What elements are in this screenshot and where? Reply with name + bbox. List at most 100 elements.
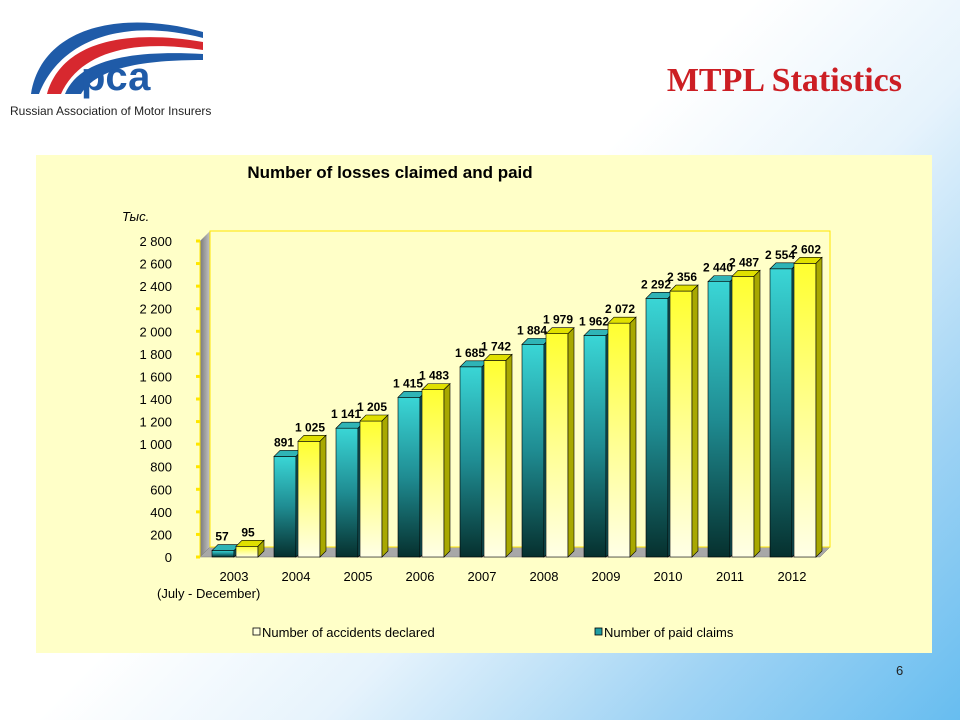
bar-paid-front — [707, 281, 731, 558]
bar-paid-front — [397, 397, 421, 558]
data-label-declared: 1 205 — [357, 400, 387, 414]
data-label-declared: 95 — [241, 525, 255, 539]
bar-declared — [235, 539, 265, 558]
bar-paid-front — [273, 456, 297, 558]
logo-arc-inner — [65, 53, 203, 94]
legend-label-declared: Number of accidents declared — [262, 625, 435, 640]
bar-declared-front — [669, 290, 693, 558]
legend-swatch-declared — [252, 627, 261, 636]
logo-arc-outer — [31, 22, 203, 94]
data-label-declared: 2 602 — [791, 242, 821, 256]
data-label-declared: 2 487 — [729, 255, 759, 269]
data-label-paid: 57 — [215, 530, 229, 544]
bar-declared — [297, 434, 327, 558]
y-tick-label: 2 400 — [139, 279, 172, 294]
y-tick-label: 2 600 — [139, 257, 172, 272]
logo-text: рса — [81, 55, 151, 99]
data-label-paid: 1 415 — [393, 376, 423, 390]
y-tick-label: 2 000 — [139, 324, 172, 339]
x-tick-label: 2009 — [592, 569, 621, 584]
bar-paid-front — [335, 427, 359, 558]
data-label-paid: 1 962 — [579, 315, 609, 329]
logo-arc-red — [47, 37, 203, 94]
bar-declared-side — [319, 434, 327, 558]
bar-declared-front — [421, 389, 445, 558]
y-tick-label: 200 — [150, 527, 172, 542]
data-label-declared: 1 483 — [419, 369, 449, 383]
data-label-paid: 1 685 — [455, 346, 485, 360]
bar-declared-side — [753, 269, 761, 558]
x-tick-label: 2007 — [468, 569, 497, 584]
bar-declared — [545, 326, 575, 558]
rsa-logo: рса — [31, 22, 203, 99]
x-tick-label: 2008 — [530, 569, 559, 584]
chart-panel: Number of losses claimed and paid Тыс. 0… — [36, 155, 932, 653]
bar-declared-side — [567, 326, 575, 558]
bar-paid-front — [211, 550, 235, 558]
bar-declared-side — [815, 256, 823, 558]
x-tick-label: 2010 — [654, 569, 683, 584]
bar-paid-front — [583, 335, 607, 558]
bar-declared-side — [381, 414, 389, 558]
x-tick-label: 2005 — [344, 569, 373, 584]
y-tick-label: 1 600 — [139, 369, 172, 384]
x-tick-label: 2004 — [282, 569, 311, 584]
bar-declared-side — [505, 353, 513, 558]
plot-frame — [209, 230, 831, 548]
logo-caption: Russian Association of Motor Insurers — [10, 104, 212, 118]
bar-declared — [607, 316, 637, 558]
data-label-paid: 891 — [274, 435, 294, 449]
data-label-paid: 1 141 — [331, 407, 361, 421]
data-label-declared: 1 025 — [295, 420, 325, 434]
data-label-declared: 2 072 — [605, 302, 635, 316]
bar-declared — [669, 284, 699, 558]
data-label-paid: 2 440 — [703, 261, 733, 275]
bar-chart: Number of losses claimed and paid Тыс. 0… — [122, 163, 831, 640]
x-axis-note: (July - December) — [157, 586, 260, 601]
legend: Number of accidents declared Number of p… — [252, 625, 734, 640]
bar-declared — [421, 382, 451, 558]
y-tick-label: 800 — [150, 460, 172, 475]
y-tick-label: 1 200 — [139, 415, 172, 430]
bar-paid-front — [769, 268, 793, 558]
y-tick-label: 600 — [150, 482, 172, 497]
page-number: 6 — [896, 663, 904, 678]
bar-declared — [359, 414, 389, 558]
y-axis-label: Тыс. — [122, 209, 149, 224]
data-label-declared: 1 979 — [543, 313, 573, 327]
bar-declared-front — [483, 360, 507, 558]
bar-declared — [731, 269, 761, 558]
y-tick-label: 1 000 — [139, 437, 172, 452]
bar-declared-front — [731, 276, 755, 558]
bar-paid-front — [645, 298, 669, 558]
bar-declared-side — [691, 284, 699, 558]
x-tick-label: 2011 — [716, 569, 744, 584]
bar-declared-side — [629, 316, 637, 558]
data-label-paid: 1 884 — [517, 323, 547, 337]
bar-declared-front — [793, 263, 817, 558]
x-tick-label: 2006 — [406, 569, 435, 584]
logo-area: рса Russian Association of Motor Insurer… — [0, 0, 265, 125]
bar-paid-front — [459, 366, 483, 558]
bar-declared — [793, 256, 823, 558]
bar-declared-front — [297, 441, 321, 558]
y-tick-label: 1 400 — [139, 392, 172, 407]
x-tick-label: 2012 — [778, 569, 807, 584]
bar-declared — [483, 353, 513, 558]
data-label-paid: 2 292 — [641, 277, 671, 291]
slide-title: MTPL Statistics — [666, 62, 902, 99]
bar-paid-front — [521, 344, 545, 558]
data-label-paid: 2 554 — [765, 248, 795, 262]
y-tick-label: 400 — [150, 505, 172, 520]
legend-label-paid: Number of paid claims — [604, 625, 734, 640]
x-tick-label: 2003 — [220, 569, 249, 584]
y-tick-label: 1 800 — [139, 347, 172, 362]
bar-declared-front — [545, 333, 569, 558]
bar-declared-side — [443, 382, 451, 558]
plot-side-wall — [200, 231, 210, 557]
bar-declared-side — [257, 539, 265, 558]
data-label-declared: 2 356 — [667, 270, 697, 284]
y-tick-label: 2 800 — [139, 234, 172, 249]
data-label-declared: 1 742 — [481, 339, 511, 353]
bar-declared-front — [235, 545, 259, 558]
